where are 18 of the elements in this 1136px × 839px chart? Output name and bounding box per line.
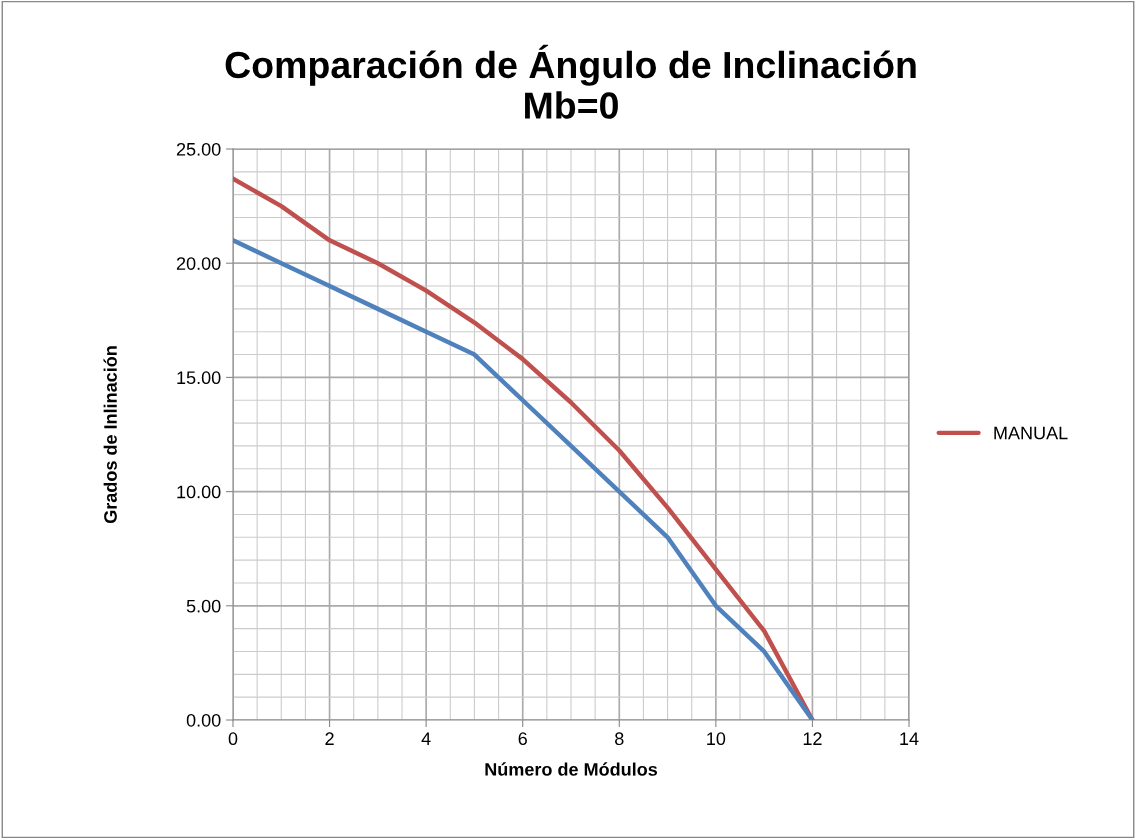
y-tick-label: 15.00 bbox=[177, 371, 221, 385]
x-tick-label: 6 bbox=[518, 732, 527, 746]
y-tick-label: 10.00 bbox=[177, 485, 221, 499]
x-tick-label: 8 bbox=[615, 732, 624, 746]
x-tick-label: 12 bbox=[803, 732, 822, 745]
legend-label: MANUAL bbox=[994, 426, 1068, 440]
x-tick-label: 10 bbox=[707, 732, 726, 746]
y-tick-label: 20.00 bbox=[176, 257, 221, 270]
y-tick-label: 25.00 bbox=[176, 142, 221, 156]
x-tick-label: 4 bbox=[421, 732, 431, 745]
y-tick-label: 0.00 bbox=[186, 713, 221, 727]
y-tick-label: 5.00 bbox=[186, 599, 221, 613]
y-axis-title: Grados de Inlinación bbox=[103, 346, 117, 524]
x-tick-label: 2 bbox=[325, 732, 334, 745]
chart-title: Comparación de Ángulo de Inclinación Mb=0 bbox=[225, 44, 916, 119]
x-tick-label: 14 bbox=[900, 732, 919, 745]
x-axis-title: Número de Módulos bbox=[485, 762, 658, 776]
x-tick-label: 0 bbox=[228, 732, 238, 746]
